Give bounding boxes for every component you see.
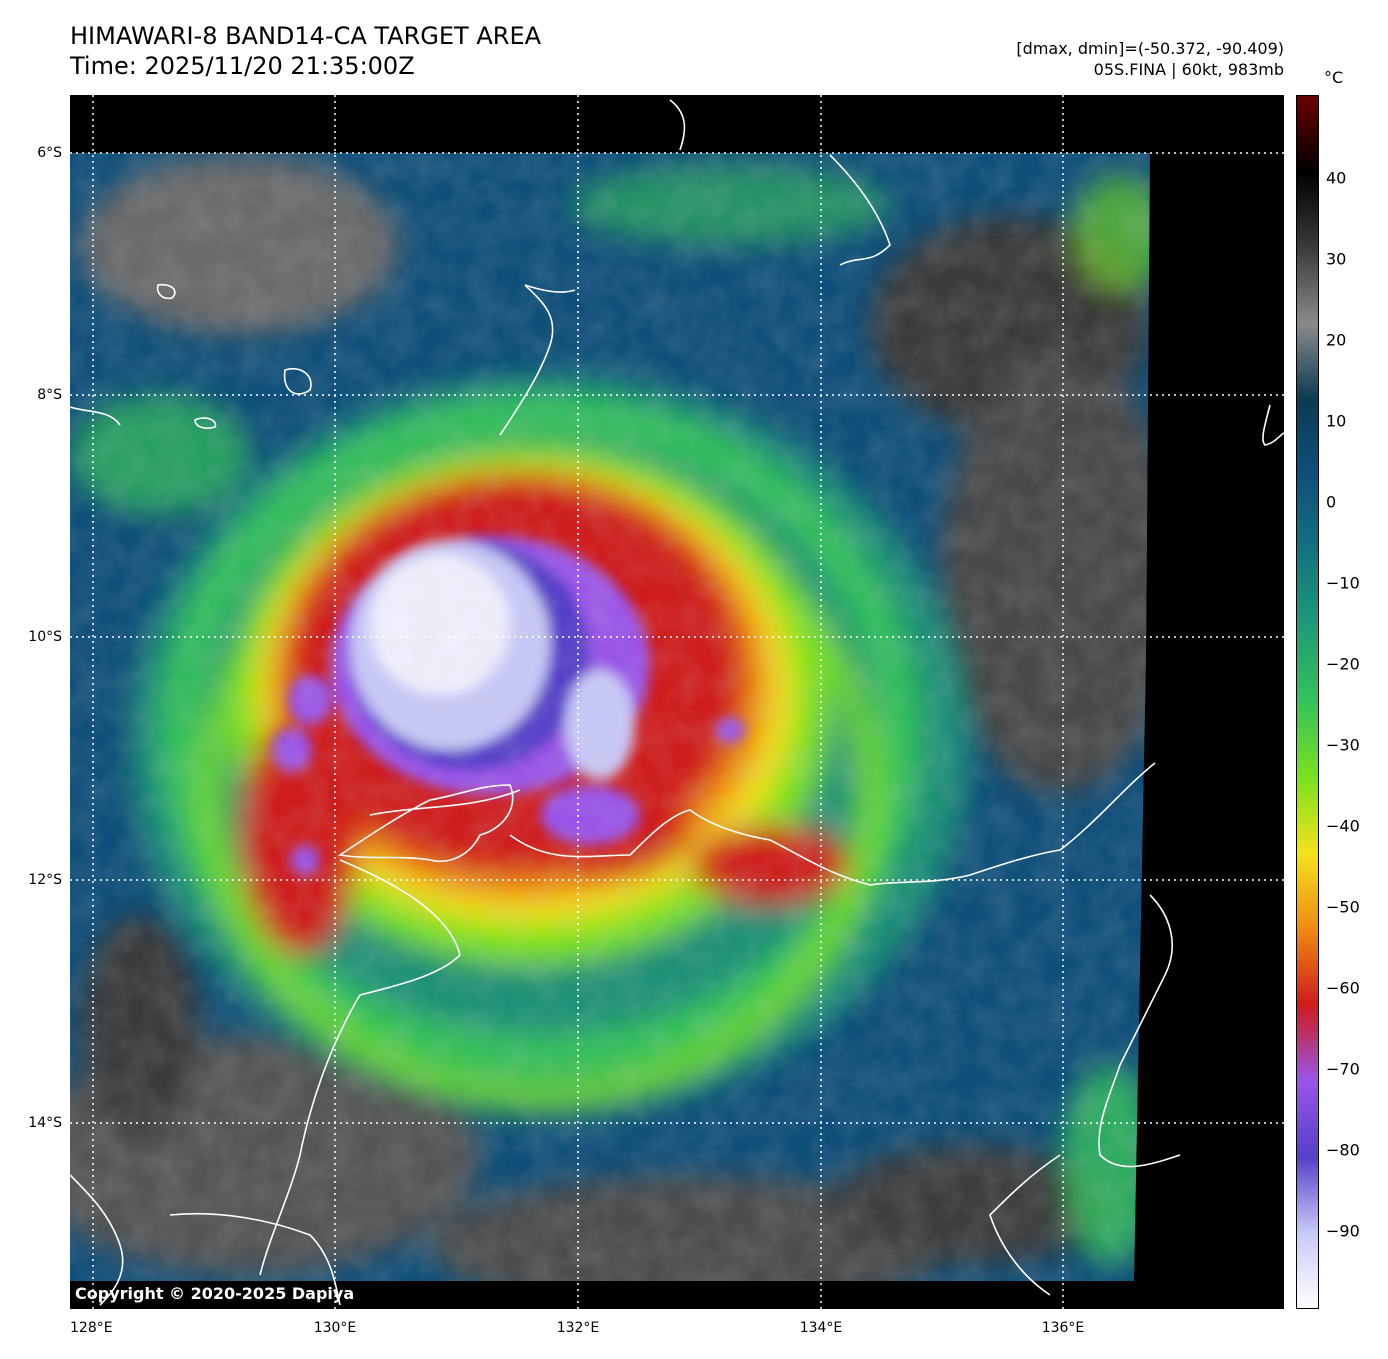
colorbar-tick-label: −40 [1326, 816, 1360, 836]
colorbar-tick-label: −50 [1326, 897, 1360, 917]
colorbar-tick-label: −80 [1326, 1140, 1360, 1160]
coastline-new-guinea-west [829, 154, 891, 266]
lat-label-10s: 10°S [28, 629, 62, 645]
lon-label-128e: 128°E [70, 1320, 113, 1336]
satellite-map: Copyright © 2020-2025 Dapiya [70, 95, 1284, 1309]
storm-info: 05S.FINA | 60kt, 983mb [1093, 60, 1284, 79]
colorbar-tick-label: 30 [1326, 249, 1347, 269]
copyright-notice: Copyright © 2020-2025 Dapiya [75, 1284, 355, 1303]
lon-label-132e: 132°E [556, 1320, 600, 1336]
colorbar-tick-label: −10 [1326, 573, 1360, 593]
gridlines [70, 95, 1284, 1309]
coastline-northern-territory-west [259, 859, 461, 1276]
coastline-arnhem-land [509, 794, 1121, 886]
lat-label-6s: 6°S [37, 145, 62, 161]
coastline-gulf-carpentaria [1098, 894, 1181, 1168]
coastline-tanimbar [499, 284, 576, 436]
data-range: [dmax, dmin]=(-50.372, -90.409) [1016, 39, 1284, 58]
lat-label-8s: 8°S [37, 387, 62, 403]
colorbar-tick-label: −90 [1326, 1221, 1360, 1241]
lon-label-134e: 134°E [799, 1320, 843, 1336]
colorbar-tick-label: −30 [1326, 735, 1360, 755]
lon-label-136e: 136°E [1041, 1320, 1085, 1336]
ir-imagery [70, 95, 1284, 1309]
colorbar-tick-label: −60 [1326, 978, 1360, 998]
lat-label-14s: 14°S [28, 1115, 62, 1131]
coastlines [70, 99, 1284, 1306]
colorbar-tick-label: 10 [1326, 411, 1347, 431]
colorbar-unit: °C [1324, 68, 1344, 87]
chart-title: HIMAWARI-8 BAND14-CA TARGET AREA [70, 22, 542, 50]
colorbar-tick-label: 40 [1326, 168, 1347, 188]
timestamp: Time: 2025/11/20 21:35:00Z [70, 52, 415, 80]
colorbar-tick-label: 0 [1326, 492, 1337, 512]
lat-label-12s: 12°S [28, 872, 62, 888]
colorbar-tick-label: −20 [1326, 654, 1360, 674]
colorbar-tick-label: 20 [1326, 330, 1347, 350]
lon-label-130e: 130°E [313, 1320, 357, 1336]
colorbar-tick-label: −70 [1326, 1059, 1360, 1079]
colorbar [1296, 95, 1319, 1309]
ir-data-area [70, 153, 1150, 1281]
